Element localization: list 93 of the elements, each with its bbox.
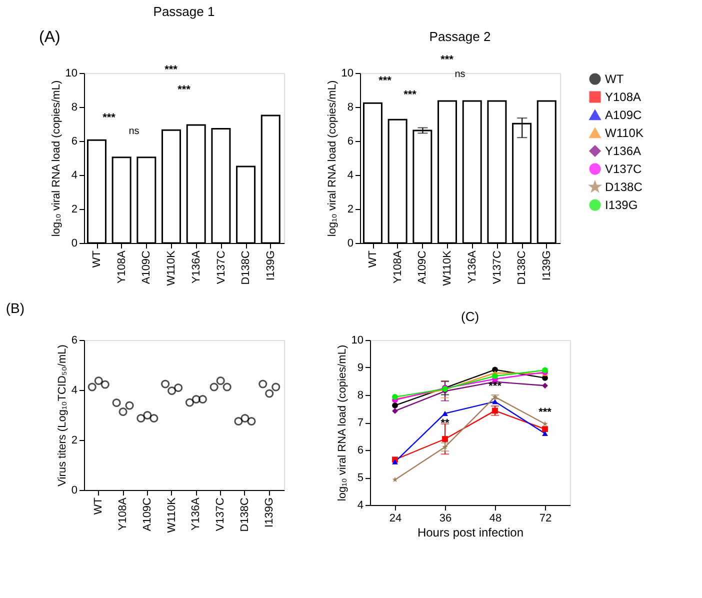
x-tick-label: D138C (238, 497, 251, 532)
x-tick-label: WT (367, 250, 380, 268)
x-tick-label: Y108A (117, 496, 130, 531)
y-tick-label: 8 (347, 102, 354, 114)
legend-label: Y108A (605, 90, 642, 104)
legend-label: I139G (605, 198, 638, 212)
y-tick-label: 2 (347, 204, 354, 216)
x-tick-label: Y136A (466, 250, 478, 284)
point (392, 459, 398, 464)
legend-label: V137C (605, 162, 642, 176)
annotation: *** (178, 84, 192, 96)
y-tick-label: 10 (341, 68, 354, 80)
x-tick-label: D138C (240, 250, 252, 285)
text: *** (440, 54, 454, 66)
chart-title: Passage 1 (153, 4, 215, 19)
legend-label: Y136A (605, 144, 642, 158)
point (392, 402, 398, 408)
text: (A) (39, 29, 60, 46)
annotation: ns (454, 69, 466, 80)
x-tick-label: 36 (439, 512, 452, 524)
y-axis-title: log₁₀ viral RNA load (copies/mL) (326, 80, 338, 237)
point (392, 394, 398, 400)
annotation: *** (164, 64, 178, 76)
x-tick-label: W110K (166, 496, 178, 533)
annotation: *** (488, 380, 502, 393)
annotation: *** (102, 112, 116, 124)
x-tick-label: WT (91, 250, 104, 268)
y-tick-label: 6 (71, 136, 78, 148)
x-tick-label: D138C (516, 250, 528, 285)
x-tick-label: V137C (491, 250, 504, 284)
x-tick-label: I139G (263, 498, 276, 528)
y-tick-label: 0 (71, 238, 78, 250)
y-axis-title: log₁₀ viral RNA load (copies/mL) (336, 344, 348, 502)
point (542, 426, 548, 432)
point (492, 399, 498, 404)
point (392, 408, 398, 414)
point (492, 408, 498, 414)
x-tick-label: I139G (540, 250, 553, 280)
x-tick-label: Y136A (190, 496, 202, 531)
y-tick-label: 2 (71, 204, 78, 216)
x-tick-label: 48 (489, 512, 502, 524)
annotation: ns (128, 126, 140, 137)
y-tick-label: 6 (347, 136, 354, 148)
y-tick-label: 6 (357, 444, 364, 456)
legend-label: D138C (605, 180, 643, 194)
point (442, 436, 448, 442)
point (542, 420, 548, 426)
legend-label: W110K (605, 126, 644, 140)
point (542, 382, 548, 389)
x-tick-label: A109C (416, 250, 429, 284)
point (542, 430, 548, 436)
annotation: *** (404, 89, 418, 101)
annotation: *** (378, 75, 392, 87)
y-tick-label: 6 (71, 334, 78, 346)
x-tick-label: 72 (539, 512, 552, 524)
chart-title: (C) (460, 309, 480, 324)
y-tick-label: 4 (71, 384, 78, 396)
y-tick-label: 5 (357, 472, 364, 484)
x-tick-label: 24 (389, 512, 402, 524)
x-tick-label: I139G (264, 250, 277, 280)
y-tick-label: 10 (351, 334, 364, 346)
point (442, 410, 448, 416)
x-axis-title: Hours post infection (417, 526, 524, 540)
y-tick-label: 4 (347, 170, 354, 182)
x-tick-label: Y108A (116, 250, 128, 284)
y-tick-label: 8 (357, 390, 364, 402)
x-tick-label: V137C (214, 497, 227, 532)
y-tick-label: 7 (357, 417, 364, 429)
chart-title: Passage 2 (429, 29, 491, 44)
y-tick-label: 0 (347, 238, 354, 250)
x-tick-label: W110K (166, 250, 178, 286)
y-tick-label: 10 (65, 68, 78, 80)
chart-title: (B) (6, 300, 25, 316)
y-tick-label: 0 (71, 484, 78, 496)
x-tick-label: WT (92, 497, 105, 515)
x-tick-label: V137C (215, 250, 228, 284)
x-tick-label: Y136A (190, 250, 202, 284)
x-tick-label: Y108A (392, 250, 404, 284)
y-tick-label: 8 (71, 102, 78, 114)
x-tick-label: A109C (141, 497, 154, 532)
annotation: *** (538, 406, 552, 419)
legend-label: WT (605, 72, 624, 86)
y-tick-label: 9 (357, 362, 364, 374)
y-tick-label: 4 (71, 170, 78, 182)
annotation: ** (440, 418, 450, 430)
x-tick-label: W110K (442, 250, 454, 286)
y-axis-title: Virus titers (Log₁₀TCID₅₀/mL) (56, 344, 68, 486)
y-tick-label: 2 (71, 434, 78, 446)
x-tick-label: A109C (140, 250, 153, 284)
point (492, 373, 498, 379)
legend-label: A109C (605, 108, 642, 122)
y-tick-label: 4 (357, 500, 364, 512)
y-axis-title: log₁₀ viral RNA load (copies/mL) (50, 80, 62, 237)
